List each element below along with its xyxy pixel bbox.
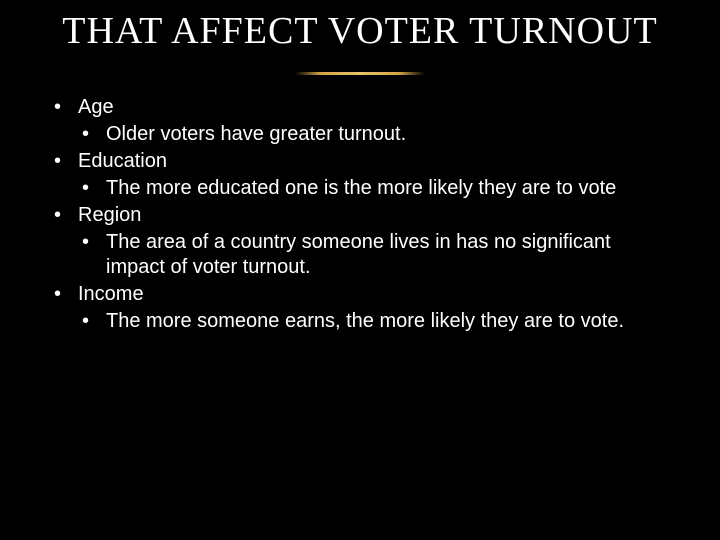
bullet-label: Education — [78, 150, 167, 172]
sub-list: The more educated one is the more likely… — [78, 176, 670, 201]
bullet-text: The area of a country someone lives in h… — [106, 231, 611, 278]
sub-list: The more someone earns, the more likely … — [78, 309, 670, 334]
list-item: Region The area of a country someone liv… — [50, 203, 670, 280]
list-item: The area of a country someone lives in h… — [78, 230, 670, 280]
list-item: The more educated one is the more likely… — [78, 176, 670, 201]
bullet-label: Income — [78, 283, 144, 305]
list-item: Income The more someone earns, the more … — [50, 282, 670, 334]
list-item: Older voters have greater turnout. — [78, 122, 670, 147]
bullet-text: The more educated one is the more likely… — [106, 177, 616, 199]
bullet-text: The more someone earns, the more likely … — [106, 310, 624, 332]
slide-title: THAT AFFECT VOTER TURNOUT — [50, 0, 670, 54]
list-item: Age Older voters have greater turnout. — [50, 95, 670, 147]
list-item: The more someone earns, the more likely … — [78, 309, 670, 334]
slide: THAT AFFECT VOTER TURNOUT Age Older vote… — [0, 0, 720, 540]
sub-list: Older voters have greater turnout. — [78, 122, 670, 147]
list-item: Education The more educated one is the m… — [50, 149, 670, 201]
bullet-label: Age — [78, 96, 114, 118]
bullet-list: Age Older voters have greater turnout. E… — [50, 95, 670, 334]
bullet-text: Older voters have greater turnout. — [106, 123, 406, 145]
title-divider — [295, 72, 425, 75]
bullet-label: Region — [78, 204, 141, 226]
sub-list: The area of a country someone lives in h… — [78, 230, 670, 280]
slide-content: Age Older voters have greater turnout. E… — [50, 95, 670, 334]
